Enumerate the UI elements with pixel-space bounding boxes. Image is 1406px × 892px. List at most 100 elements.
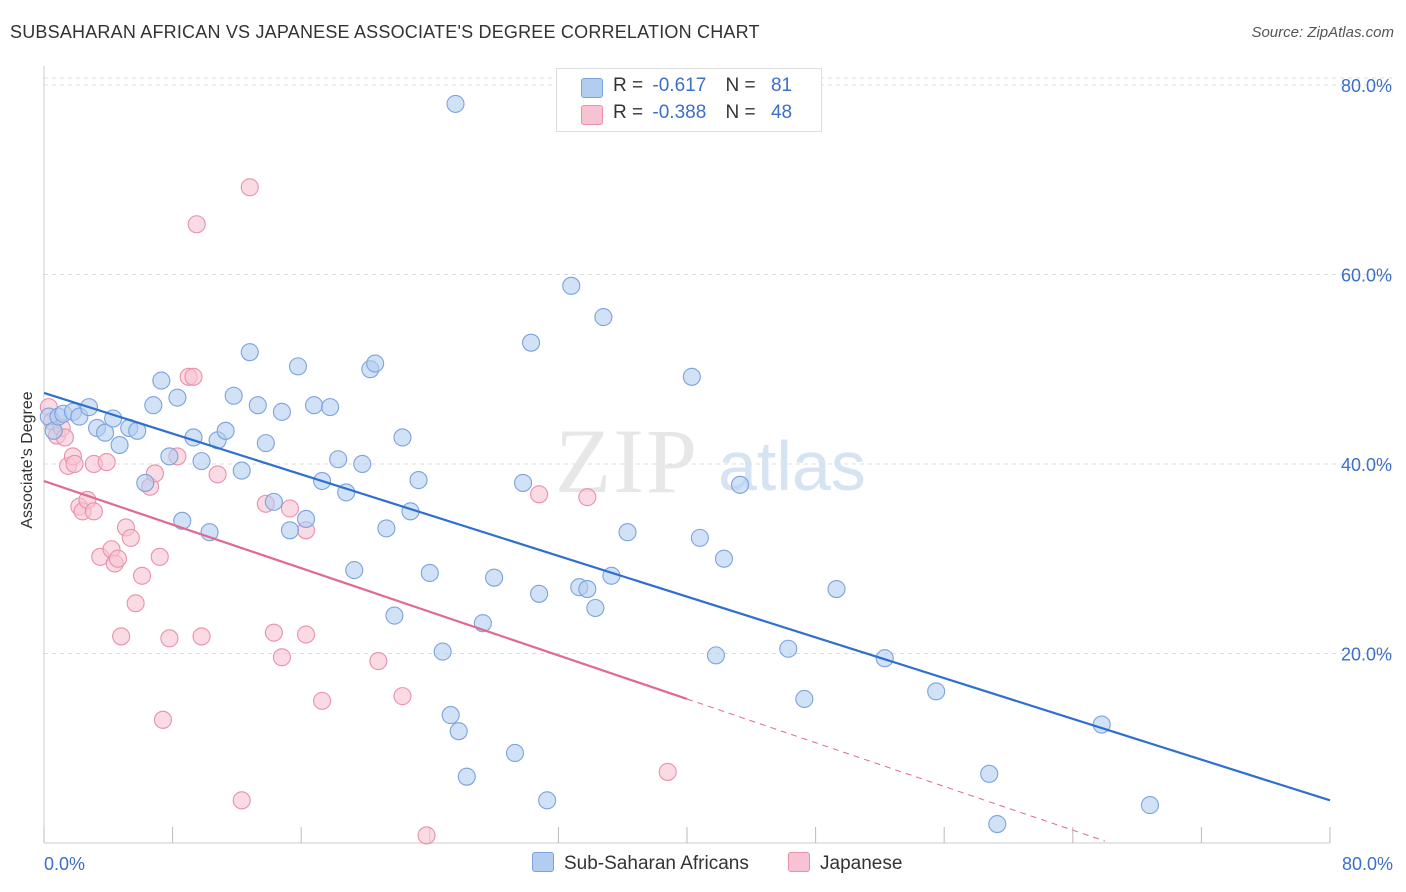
sub-saharan-points bbox=[39, 94, 1160, 834]
sub-saharan-point bbox=[321, 398, 340, 417]
japanese-point bbox=[121, 528, 140, 547]
japanese-trend-line bbox=[43, 479, 688, 701]
japanese-point bbox=[264, 623, 283, 642]
japanese-trend-extension bbox=[686, 698, 1106, 842]
r-value: -0.388 bbox=[652, 102, 707, 123]
sub-saharan-point bbox=[288, 357, 308, 376]
japanese-point bbox=[658, 762, 677, 781]
japanese-point bbox=[108, 549, 127, 568]
stats-swatch-blue bbox=[581, 78, 603, 98]
y-tick-label: 40.0% bbox=[1341, 455, 1392, 475]
sub-saharan-point bbox=[96, 423, 115, 442]
japanese-point bbox=[150, 547, 169, 566]
japanese-point bbox=[232, 791, 251, 810]
sub-saharan-point bbox=[144, 396, 163, 415]
sub-saharan-point bbox=[441, 706, 460, 725]
japanese-point bbox=[313, 691, 332, 710]
sub-saharan-point bbox=[264, 492, 283, 511]
sub-saharan-point bbox=[240, 343, 259, 362]
legend: Sub-Saharan Africans Japanese bbox=[0, 852, 1406, 878]
legend-swatch-blue bbox=[532, 852, 554, 872]
y-tick-label: 80.0% bbox=[1341, 76, 1392, 96]
sub-saharan-point bbox=[586, 598, 605, 618]
sub-saharan-point bbox=[594, 308, 613, 327]
source-credit: Source: ZipAtlas.com bbox=[1251, 24, 1394, 41]
stats-box: R = -0.617 N = 81 R = -0.388 N = 48 bbox=[556, 68, 822, 132]
japanese-point bbox=[578, 488, 597, 507]
sub-saharan-point bbox=[562, 276, 581, 295]
japanese-point bbox=[126, 594, 145, 613]
grid-lines bbox=[44, 77, 1394, 654]
sub-saharan-point bbox=[168, 388, 187, 407]
sub-saharan-point bbox=[385, 606, 404, 625]
sub-saharan-point bbox=[173, 511, 192, 530]
tick-labels: 20.0% 40.0% 60.0% 80.0% 0.0% 80.0% bbox=[44, 76, 1393, 874]
legend-swatch-pink bbox=[788, 852, 810, 872]
legend-label: Japanese bbox=[820, 853, 903, 874]
watermark-zip: ZIP bbox=[555, 410, 699, 512]
sub-saharan-point bbox=[988, 814, 1007, 834]
trend-lines bbox=[43, 391, 1331, 842]
japanese-point bbox=[160, 629, 179, 648]
y-tick-label: 20.0% bbox=[1341, 644, 1392, 664]
japanese-point bbox=[208, 465, 227, 484]
sub-saharan-point bbox=[827, 580, 846, 599]
n-label: N = bbox=[725, 102, 756, 123]
legend-item-japanese[interactable]: Japanese bbox=[788, 852, 902, 875]
sub-saharan-point bbox=[136, 473, 155, 492]
sub-saharan-point bbox=[538, 791, 557, 810]
japanese-point bbox=[133, 566, 152, 585]
japanese-point bbox=[112, 627, 131, 646]
n-value: 81 bbox=[770, 75, 793, 96]
sub-saharan-point bbox=[280, 521, 299, 540]
sub-saharan-point bbox=[232, 461, 251, 480]
japanese-point bbox=[184, 367, 203, 386]
sub-saharan-point bbox=[353, 454, 372, 474]
n-value: 48 bbox=[770, 102, 793, 123]
sub-saharan-point bbox=[446, 94, 465, 113]
sub-saharan-point bbox=[192, 452, 211, 471]
sub-saharan-point bbox=[682, 367, 701, 386]
sub-saharan-point bbox=[345, 561, 364, 580]
y-tick-label: 60.0% bbox=[1341, 265, 1392, 285]
sub-saharan-point bbox=[366, 354, 385, 373]
sub-saharan-point bbox=[449, 722, 468, 741]
sub-saharan-point bbox=[110, 435, 129, 455]
x-tick-label: 80.0% bbox=[1342, 854, 1393, 874]
sub-saharan-point bbox=[152, 371, 171, 390]
japanese-point bbox=[192, 627, 211, 646]
sub-saharan-point bbox=[420, 563, 439, 582]
sub-saharan-point bbox=[485, 568, 504, 587]
japanese-point bbox=[84, 502, 103, 521]
sub-saharan-point bbox=[513, 473, 533, 492]
sub-saharan-point bbox=[433, 642, 452, 661]
sub-saharan-point bbox=[1140, 796, 1160, 815]
stats-text: R = -0.617 N = 81 bbox=[613, 75, 792, 97]
sub-saharan-point bbox=[706, 646, 725, 665]
sub-saharan-point bbox=[296, 509, 316, 528]
japanese-point bbox=[272, 648, 291, 667]
sub-saharan-point bbox=[795, 689, 814, 709]
sub-saharan-point bbox=[927, 682, 946, 701]
sub-saharan-point bbox=[578, 580, 597, 599]
sub-saharan-point bbox=[505, 743, 525, 763]
japanese-point bbox=[296, 625, 316, 644]
sub-saharan-point bbox=[690, 528, 709, 547]
r-label: R = bbox=[613, 75, 644, 96]
sub-saharan-point bbox=[272, 402, 291, 421]
sub-saharan-point bbox=[409, 471, 428, 490]
x-tick-label: 0.0% bbox=[44, 854, 85, 874]
sub-saharan-point bbox=[160, 447, 179, 466]
sub-saharan-point bbox=[980, 764, 999, 783]
sub-saharan-point bbox=[522, 333, 541, 352]
japanese-point bbox=[530, 485, 549, 504]
sub-saharan-point bbox=[393, 428, 412, 447]
legend-item-sub-saharan[interactable]: Sub-Saharan Africans bbox=[532, 852, 749, 875]
japanese-point bbox=[417, 826, 436, 845]
japanese-point bbox=[187, 215, 206, 234]
japanese-point bbox=[393, 687, 412, 706]
sub-saharan-point bbox=[377, 519, 396, 538]
sub-saharan-point bbox=[730, 475, 750, 494]
japanese-point bbox=[153, 710, 173, 729]
